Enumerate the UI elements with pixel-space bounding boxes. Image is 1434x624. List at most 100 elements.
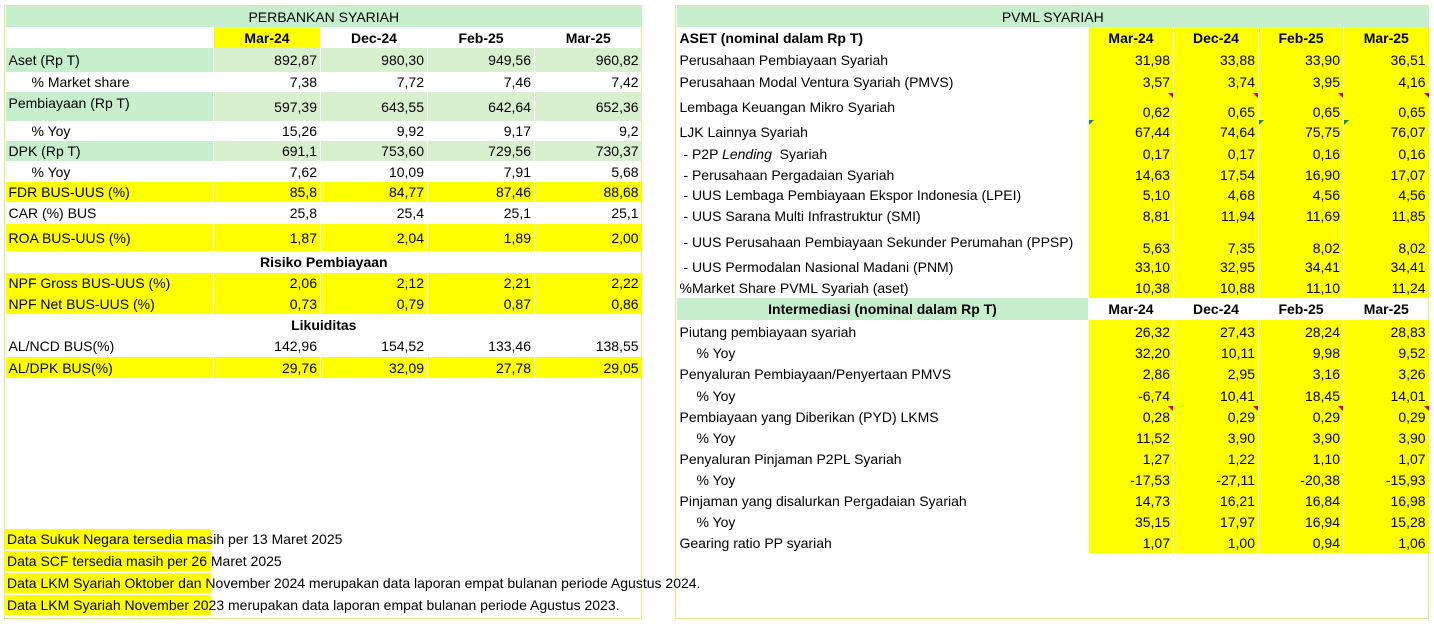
value-cell: 0,65 xyxy=(1173,93,1259,120)
value-cell: 2,00 xyxy=(533,224,642,251)
table-row: Pembiayaan yang Diberikan (PYD) LKMS 0,2… xyxy=(677,406,1429,427)
value-cell: 3,90 xyxy=(1173,427,1259,448)
row-label: Piutang pembiayaan syariah xyxy=(679,323,857,340)
period-header: Dec-24 xyxy=(1173,298,1259,320)
value-cell: 84,77 xyxy=(320,182,428,202)
value-cell: 15,26 xyxy=(213,121,321,141)
value-cell: 9,17 xyxy=(427,121,535,141)
value-cell: 5,63 xyxy=(1088,227,1174,256)
row-label: - UUS Permodalan Nasional Madani (PNM) xyxy=(679,259,954,275)
table-row: % Yoy 35,15 17,97 16,94 15,28 xyxy=(677,511,1429,532)
table-row: FDR BUS-UUS (%) 85,8 84,77 87,46 88,68 xyxy=(5,182,642,202)
value-cell: 5,10 xyxy=(1088,185,1174,205)
period-header: Mar-25 xyxy=(533,27,642,48)
value-cell: 4,56 xyxy=(1258,185,1344,205)
value-cell: 3,95 xyxy=(1258,71,1344,93)
value-cell: 0,65 xyxy=(1342,93,1429,120)
footnote-text: Data SCF tersedia masih per 26 Maret 202… xyxy=(7,553,282,569)
table-row: DPK (Rp T) 691,1 753,60 729,56 730,37 xyxy=(5,141,642,161)
value-cell: 8,81 xyxy=(1088,205,1174,227)
table-row: Aset (Rp T) 892,87 980,30 949,56 960,82 xyxy=(5,48,642,72)
row-label: Pinjaman yang disalurkan Pergadaian Syar… xyxy=(679,492,967,509)
value-cell: 14,63 xyxy=(1088,164,1174,185)
row-label: Pembiayaan (Rp T) xyxy=(5,92,214,121)
value-cell: 32,09 xyxy=(320,357,428,378)
value-cell: -17,53 xyxy=(1088,469,1174,490)
value-cell: 0,86 xyxy=(533,293,642,314)
value-cell: 7,38 xyxy=(213,72,321,92)
value-cell: 9,2 xyxy=(533,121,642,141)
table-row: - UUS Lembaga Pembiayaan Ekspor Indonesi… xyxy=(677,185,1429,205)
table-row: - P2P Lending Syariah 0,17 0,17 0,16 0,1… xyxy=(677,144,1429,164)
table-row: % Yoy -6,74 10,41 18,45 14,01 xyxy=(677,385,1429,406)
value-cell: 10,11 xyxy=(1173,343,1259,363)
row-label: % Yoy xyxy=(31,163,71,180)
row-label: - UUS Lembaga Pembiayaan Ekspor Indonesi… xyxy=(679,187,1022,203)
value-cell: 0,29 xyxy=(1173,406,1259,427)
value-cell: 9,92 xyxy=(320,121,428,141)
value-cell: 7,42 xyxy=(533,72,642,92)
intermediation-header-row: Intermediasi (nominal dalam Rp T) Mar-24… xyxy=(676,298,1429,320)
value-cell: 8,02 xyxy=(1258,227,1344,256)
value-cell: 16,90 xyxy=(1258,164,1344,185)
value-cell: 597,39 xyxy=(213,92,321,121)
table-row: % Yoy 15,26 9,92 9,17 9,2 xyxy=(6,121,642,141)
value-cell: 11,85 xyxy=(1342,205,1429,227)
footnote: Data Sukuk Negara tersedia masih per 13 … xyxy=(4,528,644,550)
value-cell: 18,45 xyxy=(1258,385,1344,406)
row-label: NPF Gross BUS-UUS (%) xyxy=(8,275,171,291)
value-cell: 74,64 xyxy=(1173,120,1259,144)
value-cell: 3,90 xyxy=(1342,427,1429,448)
row-label: Aset (Rp T) xyxy=(5,48,214,72)
value-cell: 27,78 xyxy=(427,357,535,378)
value-cell: 753,60 xyxy=(320,141,428,161)
table-row: Perusahaan Pembiayaan Syariah 31,98 33,8… xyxy=(677,48,1429,71)
value-cell: 0,65 xyxy=(1258,93,1344,120)
row-label: AL/NCD BUS(%) xyxy=(8,338,115,354)
value-cell: 2,06 xyxy=(213,273,321,293)
row-label: - P2P Lending Syariah xyxy=(677,144,1089,164)
row-label: %Market Share PVML Syariah (aset) xyxy=(679,280,909,296)
value-cell: 33,90 xyxy=(1258,48,1344,71)
perbankan-syariah-table: PERBANKAN SYARIAH Mar-24 Dec-24 Feb-25 M… xyxy=(4,6,642,378)
table-row: % Yoy 32,20 10,11 9,98 9,52 xyxy=(677,343,1429,363)
value-cell: 17,54 xyxy=(1173,164,1259,185)
value-cell: 4,56 xyxy=(1342,185,1429,205)
table-row: Lembaga Keuangan Mikro Syariah 0,62 0,65… xyxy=(677,93,1429,120)
table-row: NPF Gross BUS-UUS (%) 2,06 2,12 2,21 2,2… xyxy=(5,273,642,293)
value-cell: 3,16 xyxy=(1258,363,1344,385)
period-header: Feb-25 xyxy=(427,27,535,48)
row-label: NPF Net BUS-UUS (%) xyxy=(8,295,155,312)
value-cell: 9,52 xyxy=(1342,343,1429,363)
table-row: % Yoy -17,53 -27,11 -20,38 -15,93 xyxy=(677,469,1429,490)
row-label: Penyaluran Pinjaman P2PL Syariah xyxy=(679,450,902,467)
row-label-suffix: Syariah xyxy=(771,146,828,162)
value-cell: 32,20 xyxy=(1088,343,1174,363)
value-cell: 1,87 xyxy=(213,224,321,251)
value-cell: 88,68 xyxy=(533,182,642,202)
value-cell: 25,1 xyxy=(533,202,642,224)
row-label-prefix: - P2P xyxy=(679,146,723,162)
section-title-row: PERBANKAN SYARIAH xyxy=(4,6,642,27)
table-row: Penyaluran Pembiayaan/Penyertaan PMVS 2,… xyxy=(677,363,1429,385)
value-cell: 25,8 xyxy=(213,202,321,224)
value-cell: 1,07 xyxy=(1088,532,1174,553)
table-row: Perusahaan Modal Ventura Syariah (PMVS) … xyxy=(677,71,1429,93)
row-label: % Yoy xyxy=(31,123,71,139)
row-label: Penyaluran Pembiayaan/Penyertaan PMVS xyxy=(679,366,952,382)
row-label: % Yoy xyxy=(696,513,736,530)
table-row: AL/DPK BUS(%) 29,76 32,09 27,78 29,05 xyxy=(5,357,642,378)
row-label: % Yoy xyxy=(696,387,736,404)
value-cell: 33,88 xyxy=(1173,48,1259,71)
value-cell: 85,8 xyxy=(213,182,321,202)
value-cell: 31,98 xyxy=(1088,48,1174,71)
value-cell: 14,73 xyxy=(1088,490,1174,511)
footnote-text: Data LKM Syariah Oktober dan November 20… xyxy=(7,575,701,591)
value-cell: 133,46 xyxy=(427,335,535,357)
value-cell: 730,37 xyxy=(533,141,642,161)
value-cell: 0,16 xyxy=(1258,144,1344,164)
asset-header-row: ASET (nominal dalam Rp T) Mar-24 Dec-24 … xyxy=(676,27,1429,48)
row-label: DPK (Rp T) xyxy=(5,141,214,161)
value-cell: 10,88 xyxy=(1173,278,1259,298)
period-header: Mar-24 xyxy=(1088,298,1174,320)
